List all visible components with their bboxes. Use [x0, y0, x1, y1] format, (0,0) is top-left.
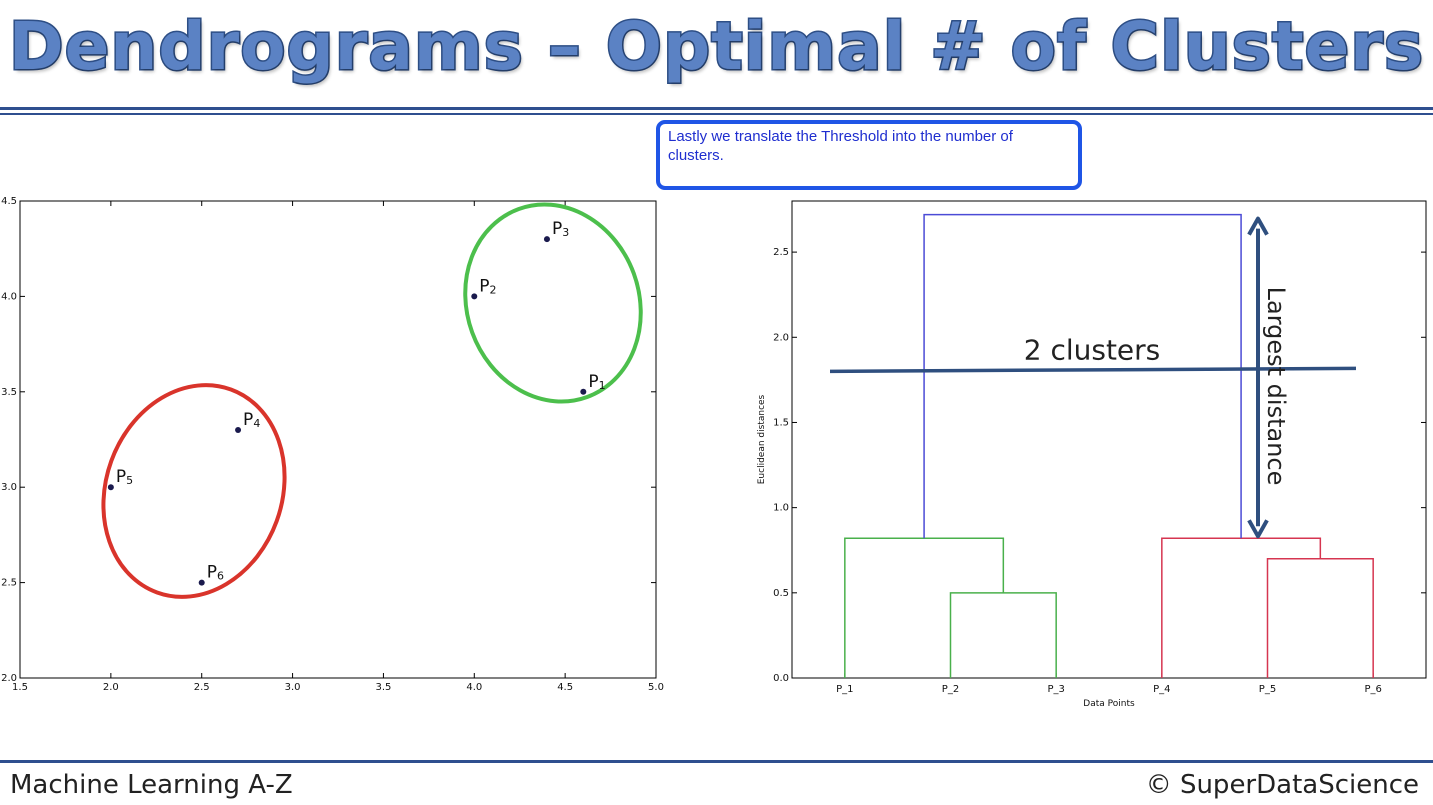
- scatter-ytick-label: 2.5: [1, 578, 17, 589]
- red-cluster-ellipse: [101, 383, 287, 599]
- scatter-point: [471, 293, 478, 300]
- scatter-point: [107, 484, 114, 491]
- dendrogram-leaf-label: P_2: [942, 684, 959, 695]
- scatter-ytick-label: 2.0: [1, 673, 17, 684]
- dendrogram-axes-frame: [791, 200, 1427, 679]
- scatter-ytick-label: 4.0: [1, 291, 17, 302]
- dendrogram-leaf-label: P_3: [1047, 684, 1064, 695]
- dendrogram-link: [923, 213, 1242, 539]
- scatter-point: [198, 579, 205, 586]
- scatter-xtick-label: 5.0: [648, 682, 664, 693]
- threshold-line: [829, 366, 1357, 374]
- dendrogram-link: [1266, 558, 1374, 678]
- point-label-subscript: 2: [490, 283, 497, 296]
- point-label-subscript: 5: [126, 474, 133, 487]
- dendrogram-leaf-label: P_5: [1259, 684, 1276, 695]
- dendrogram-link: [844, 537, 1005, 678]
- dendrogram-link: [949, 592, 1057, 678]
- point-label: P3: [552, 219, 569, 239]
- dendrogram-ytick-label: 1.0: [773, 503, 789, 514]
- footer-copyright: © SuperDataScience: [1145, 770, 1419, 800]
- point-label: P5: [116, 467, 133, 487]
- slide-title: Dendrograms – Optimal # of Clusters: [7, 7, 1425, 87]
- scatter-xtick-label: 3.5: [375, 682, 391, 693]
- dendrogram-ylabel: Euclidean distances: [757, 394, 767, 484]
- scatter-point: [235, 426, 242, 433]
- callout-text: Lastly we translate the Threshold into t…: [668, 128, 1013, 164]
- scatter-xtick-label: 2.0: [103, 682, 119, 693]
- largest-distance-arrowhead-bottom: [1247, 519, 1269, 539]
- scatter-xtick-label: 4.5: [557, 682, 573, 693]
- scatter-xtick-label: 3.0: [285, 682, 301, 693]
- point-label-subscript: 1: [599, 379, 606, 392]
- dendrogram-ytick-label: 2.5: [773, 247, 789, 258]
- title-underline-thin: [0, 113, 1433, 115]
- point-label-subscript: 6: [217, 570, 224, 583]
- dendrogram-ytick-label: 2.0: [773, 332, 789, 343]
- green-cluster-ellipse: [463, 202, 643, 404]
- point-label: P2: [479, 276, 496, 296]
- point-label: P6: [207, 563, 224, 583]
- title-underline: [0, 107, 1433, 110]
- scatter-point: [543, 236, 550, 243]
- dendrogram-xlabel: Data Points: [1083, 699, 1135, 709]
- largest-distance-arrowhead-top: [1247, 216, 1269, 236]
- point-label: P4: [243, 410, 260, 430]
- scatter-xtick-label: 2.5: [194, 682, 210, 693]
- dendrogram-ytick-label: 0.5: [773, 588, 789, 599]
- dendrogram-leaf-label: P_6: [1364, 684, 1381, 695]
- dendrogram-leaf-label: P_4: [1153, 684, 1170, 695]
- point-label: P1: [588, 372, 605, 392]
- scatter-ytick-label: 3.0: [1, 482, 17, 493]
- dendrogram-ytick-label: 0.0: [773, 673, 789, 684]
- scatter-axes-frame: [19, 200, 657, 679]
- scatter-xtick-label: 4.0: [466, 682, 482, 693]
- point-label-subscript: 4: [253, 417, 260, 430]
- dendrogram-leaf-label: P_1: [836, 684, 853, 695]
- threshold-label: 2 clusters: [1024, 333, 1161, 366]
- scatter-xtick-label: 1.5: [12, 682, 28, 693]
- callout-box: Lastly we translate the Threshold into t…: [656, 120, 1082, 190]
- footer-rule: [0, 760, 1433, 763]
- dendrogram-ytick-label: 1.5: [773, 417, 789, 428]
- scatter-point: [580, 388, 587, 395]
- point-label-subscript: 3: [562, 226, 569, 239]
- largest-distance-label: Largest distance: [1262, 287, 1290, 486]
- scatter-ytick-label: 4.5: [1, 196, 17, 207]
- scatter-ytick-label: 3.5: [1, 387, 17, 398]
- footer-course-name: Machine Learning A-Z: [10, 770, 293, 800]
